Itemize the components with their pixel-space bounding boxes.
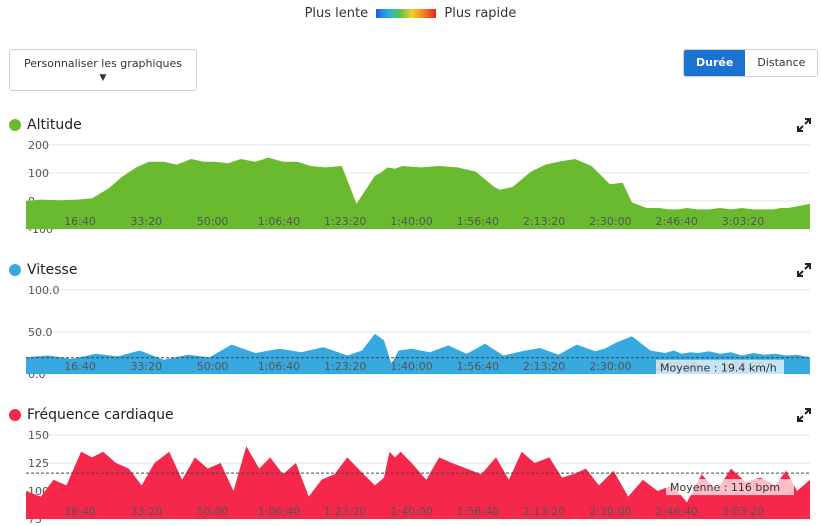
heart-x-tick: 16:40 — [64, 505, 96, 518]
speed-x-tick: 16:40 — [64, 360, 96, 373]
altitude-x-tick: 1:56:40 — [457, 215, 499, 228]
altitude-area-series — [26, 157, 810, 229]
distance-button[interactable]: Distance — [745, 50, 818, 76]
heart-average-label: Moyenne : 116 bpm — [670, 481, 780, 494]
altitude-x-tick: 1:23:20 — [324, 215, 366, 228]
heart-average-label-bg — [666, 479, 794, 496]
altitude-y-tick: 100 — [28, 167, 49, 180]
speed-y-tick: 50.0 — [28, 326, 53, 339]
altitude-chart[interactable]: 2001000-10016:4033:2050:001:06:401:23:20… — [0, 139, 821, 236]
speed-x-tick: 2:30:00 — [589, 360, 631, 373]
speed-color-legend: Plus lente Plus rapide — [0, 6, 821, 21]
heart-title: Fréquence cardiaque — [27, 407, 174, 423]
altitude-x-tick: 33:20 — [130, 215, 162, 228]
speed-x-tick: 33:20 — [130, 360, 162, 373]
duration-button[interactable]: Durée — [684, 50, 746, 76]
heart-x-tick: 1:56:40 — [457, 505, 499, 518]
altitude-x-tick: 3:03:20 — [722, 215, 764, 228]
heart-x-tick: 50:00 — [197, 505, 229, 518]
heart-y-tick: 150 — [28, 429, 49, 442]
expand-altitude-icon[interactable] — [797, 118, 811, 132]
altitude-title: Altitude — [27, 117, 82, 133]
altitude-x-tick: 1:40:00 — [390, 215, 432, 228]
caret-down-icon: ▼ — [99, 73, 107, 83]
speed-title: Vitesse — [27, 262, 78, 278]
speed-average-label-bg — [656, 359, 784, 376]
altitude-x-tick: 16:40 — [64, 215, 96, 228]
altitude-x-tick: 2:30:00 — [589, 215, 631, 228]
speed-y-tick: 100.0 — [28, 284, 60, 297]
heart-x-tick: 2:13:20 — [523, 505, 565, 518]
heart-x-tick: 33:20 — [130, 505, 162, 518]
heart-area-series — [26, 446, 810, 519]
heart-panel-title: Fréquence cardiaque — [9, 407, 174, 423]
speed-panel-title: Vitesse — [9, 262, 77, 278]
speed-average-label: Moyenne : 19.4 km/h — [660, 362, 777, 375]
customize-charts-dropdown[interactable]: Personnaliser les graphiques ▼ — [9, 49, 197, 91]
heart-y-tick: 125 — [28, 457, 49, 470]
fast-label: Plus rapide — [444, 6, 517, 21]
speed-x-tick: 1:06:40 — [258, 360, 300, 373]
speed-gradient-bar — [376, 9, 437, 18]
speed-x-tick: 1:23:20 — [324, 360, 366, 373]
altitude-panel-title: Altitude — [9, 117, 82, 133]
heart-dot-icon — [9, 409, 21, 421]
heart-x-tick: 3:03:20 — [722, 505, 764, 518]
altitude-x-tick: 1:06:40 — [258, 215, 300, 228]
altitude-y-tick: 200 — [28, 139, 49, 152]
speed-x-tick: 50:00 — [197, 360, 229, 373]
expand-heart-icon[interactable] — [797, 408, 811, 422]
speed-chart[interactable]: 100.050.00.016:40 33:20 50:00 1:06:40 1:23:2… — [0, 284, 821, 381]
xaxis-toggle: Durée Distance — [683, 49, 819, 77]
speed-area-series — [26, 333, 810, 374]
altitude-x-tick: 50:00 — [197, 215, 229, 228]
heart-x-tick: 1:23:20 — [324, 505, 366, 518]
expand-speed-icon[interactable] — [797, 263, 811, 277]
heart-x-tick: 1:06:40 — [258, 505, 300, 518]
speed-dot-icon — [9, 264, 21, 276]
speed-x-tick: 2:13:20 — [523, 360, 565, 373]
altitude-x-tick: 2:13:20 — [523, 215, 565, 228]
heart-x-tick: 1:40:00 — [390, 505, 432, 518]
altitude-dot-icon — [9, 119, 21, 131]
speed-x-tick: 1:56:40 — [457, 360, 499, 373]
speed-x-tick: 1:40:00 — [390, 360, 432, 373]
heart-x-tick: 2:30:00 — [589, 505, 631, 518]
slow-label: Plus lente — [304, 6, 369, 21]
altitude-x-tick: 2:46:40 — [655, 215, 697, 228]
customize-charts-label: Personnaliser les graphiques — [23, 57, 183, 70]
heart-x-tick: 2:46:40 — [655, 505, 697, 518]
